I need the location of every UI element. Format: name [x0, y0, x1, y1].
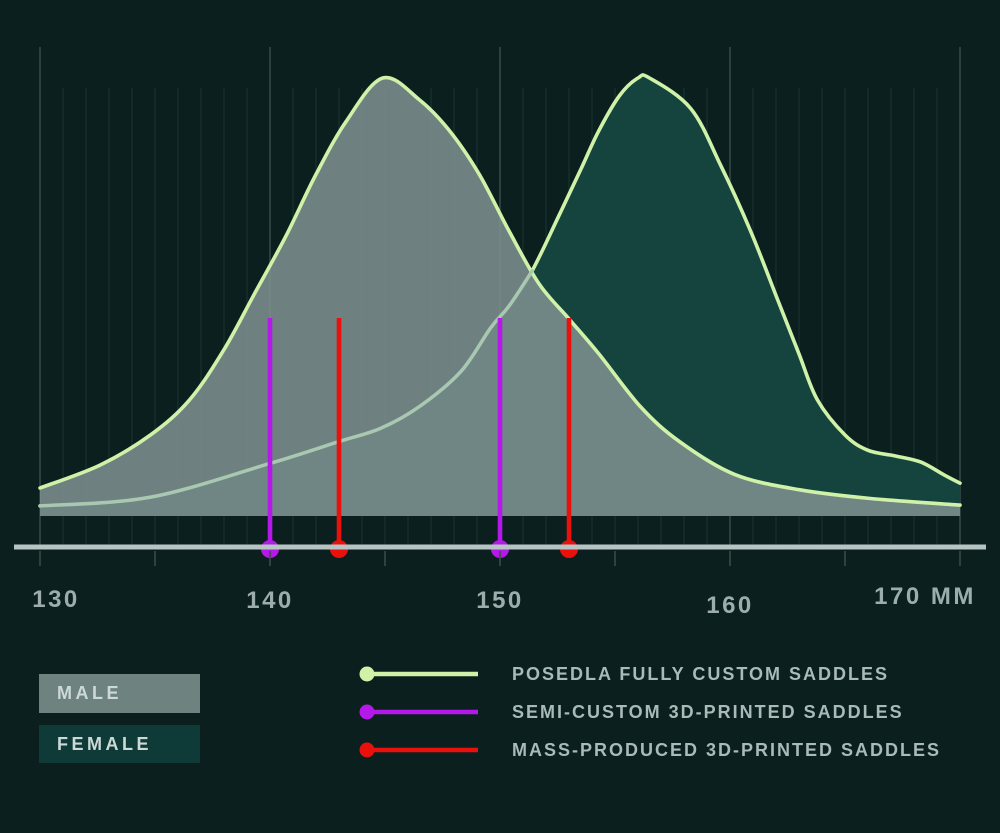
red-line-dot-legend-marker-icon: [359, 742, 478, 758]
male-chip-label: MALE: [57, 683, 122, 703]
distribution-chart: 130 140 150 160 170 MM: [14, 47, 986, 619]
female-chip-label: FEMALE: [57, 733, 152, 754]
female-category-chip: FEMALE: [39, 725, 200, 763]
legend-item-fully-custom: POSEDLA FULLY CUSTOM SADDLES: [356, 662, 941, 686]
legend-label: POSEDLA FULLY CUSTOM SADDLES: [512, 663, 890, 684]
male-category-chip: MALE: [39, 674, 200, 713]
axis-tick-label: 170 MM: [874, 583, 976, 610]
legend-label: MASS-PRODUCED 3D-PRINTED SADDLES: [512, 739, 942, 760]
magenta-line-dot-legend-marker-icon: [359, 704, 478, 720]
legend: POSEDLA FULLY CUSTOM SADDLES SEMI-CUSTOM…: [356, 662, 941, 776]
axis-tick-label: 130: [32, 586, 80, 613]
axis-tick-label: 140: [246, 587, 294, 614]
x-axis-tick-labels: 130 140 150 160 170 MM: [32, 583, 976, 619]
legend-item-semi-custom: SEMI-CUSTOM 3D-PRINTED SADDLES: [356, 700, 941, 724]
x-axis: [14, 544, 986, 566]
axis-tick-label: 160: [706, 592, 754, 619]
green-line-dot-legend-marker-icon: [359, 666, 478, 682]
legend-item-mass-produced: MASS-PRODUCED 3D-PRINTED SADDLES: [356, 738, 941, 762]
axis-tick-label: 150: [476, 587, 524, 614]
legend-label: SEMI-CUSTOM 3D-PRINTED SADDLES: [512, 701, 904, 722]
